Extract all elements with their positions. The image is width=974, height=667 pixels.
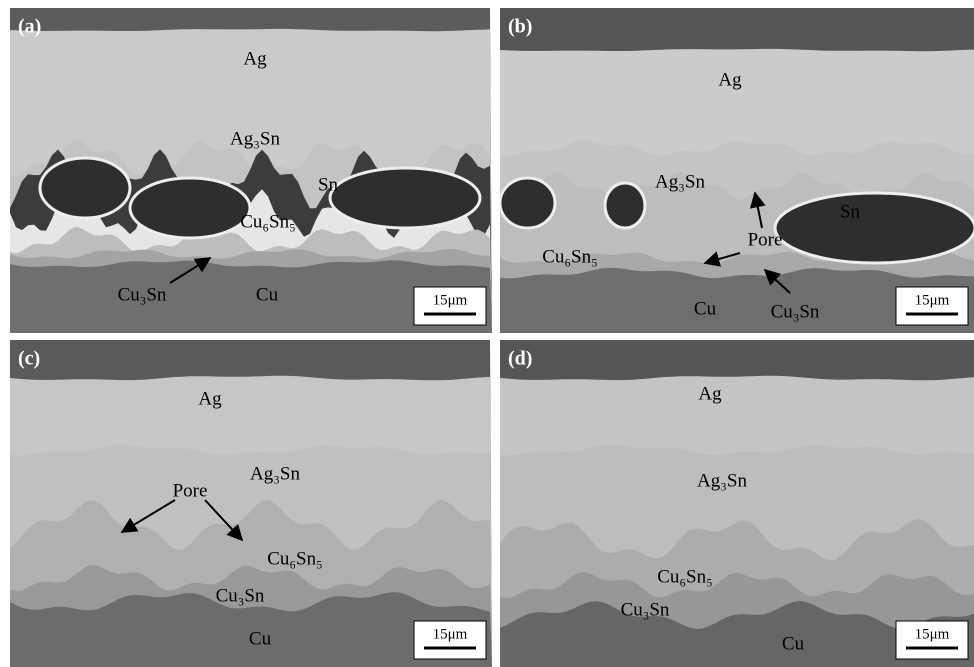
annotation: Cu₆Sn₅ (657, 566, 713, 587)
pore-region (775, 193, 974, 263)
panel-label: (b) (508, 16, 532, 38)
pore-region (605, 183, 645, 228)
panel: (a) Ag Ag₃Sn Sn Cu₆Sn₅ Cu₃Sn Cu 15μm (10, 8, 492, 333)
annotation: Ag₃Sn (250, 463, 300, 484)
pore-region (40, 158, 130, 218)
annotation: Cu₃Sn (118, 284, 167, 305)
scale-bar-label: 15μm (433, 292, 468, 308)
annotation: Sn (318, 174, 339, 195)
panel-label: (a) (18, 16, 41, 38)
annotation: Ag₃Sn (655, 171, 705, 192)
pore-region (500, 178, 555, 228)
panel: (d) Ag Ag₃Sn Cu₆Sn₅ Cu₃Sn Cu 15μm (500, 340, 974, 667)
pore-region (330, 168, 480, 228)
figure: (a)AgAg₃SnSnCu₆Sn₅Cu₃SnCu15μm(b)AgAg₃SnS… (0, 0, 974, 667)
scale-bar-label: 15μm (433, 626, 468, 642)
annotation: Cu (249, 628, 272, 649)
panel-label: (c) (18, 348, 40, 370)
annotation: Cu (256, 284, 279, 305)
annotation: Ag₃Sn (697, 470, 747, 491)
annotation: Ag (698, 383, 722, 404)
annotation: Ag (243, 48, 267, 69)
panel: (b) Ag Ag₃Sn Sn Pore Cu₆Sn₅ Cu Cu₃Sn 15μm (500, 8, 974, 333)
annotation: Ag₃Sn (230, 128, 280, 149)
annotation: Ag (198, 388, 222, 409)
scale-bar-label: 15μm (915, 292, 950, 308)
annotation: Cu₆Sn₅ (267, 548, 323, 569)
annotation: Cu (694, 298, 717, 319)
annotation: Cu₃Sn (771, 301, 820, 322)
annotation: Pore (173, 480, 208, 501)
annotation: Cu₃Sn (621, 599, 670, 620)
panel-label: (d) (508, 348, 532, 370)
annotation: Cu₃Sn (216, 585, 265, 606)
annotation: Pore (748, 229, 783, 250)
scale-bar-label: 15μm (915, 626, 950, 642)
annotation: Cu₆Sn₅ (240, 211, 296, 232)
annotation: Ag (718, 69, 742, 90)
annotation: Sn (840, 201, 861, 222)
annotation: Cu (782, 633, 805, 654)
annotation: Cu₆Sn₅ (542, 246, 598, 267)
pore-region (130, 178, 250, 238)
